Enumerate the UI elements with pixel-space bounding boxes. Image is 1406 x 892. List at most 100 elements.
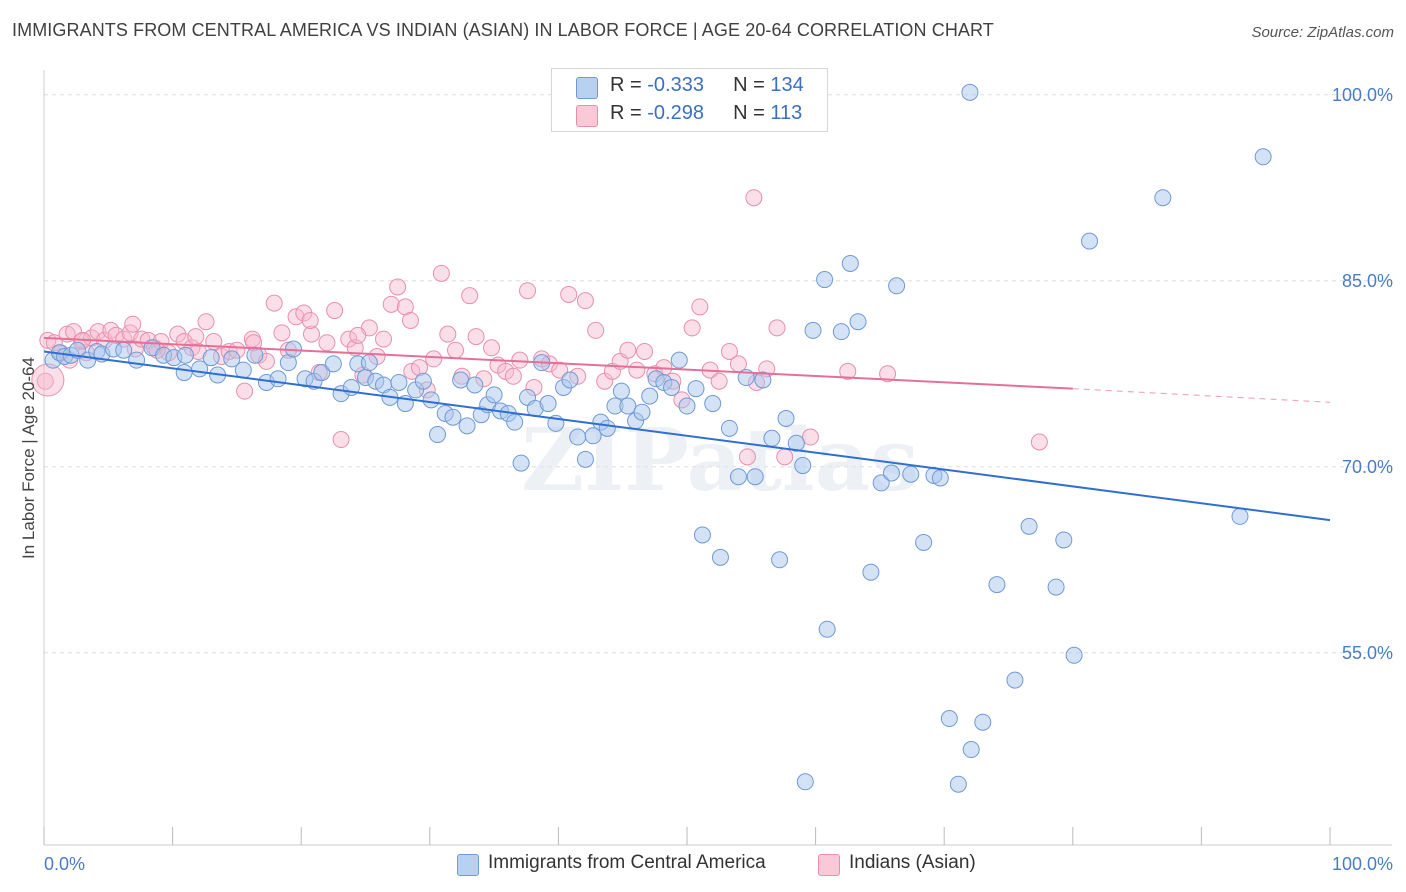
data-point-central-america [796,773,814,791]
data-point-central-america [882,464,900,482]
data-point-indians [768,319,786,337]
data-point-central-america [633,403,651,421]
data-point-indians [839,362,857,380]
data-point-indians [124,315,142,333]
data-point-central-america [569,428,587,446]
data-point-central-america [961,83,979,101]
data-point-central-america [313,364,331,382]
data-point-indians [720,342,738,360]
data-point-central-america [915,533,933,551]
data-point-indians [1030,433,1048,451]
data-point-central-america [711,548,729,566]
legend-swatch-pink [576,105,598,127]
data-point-central-america [234,361,252,379]
data-point-central-america [429,426,447,444]
data-point-indians [332,431,350,449]
axes [43,70,1392,846]
data-point-indians [461,287,479,305]
data-point-indians [197,313,215,331]
data-point-central-america [962,741,980,759]
data-point-indians [439,325,457,343]
data-point-central-america [704,395,722,413]
data-point-central-america [1154,189,1172,207]
data-point-indians [102,321,120,339]
data-point-central-america [1047,578,1065,596]
data-point-indians [36,372,54,390]
source-label: Source: ZipAtlas.com [1251,24,1394,41]
data-point-indians [425,350,443,368]
data-point-central-america [902,465,920,483]
data-point-central-america [746,468,764,486]
data-point-central-america [576,450,594,468]
data-point-central-america [598,419,616,437]
data-point-central-america [678,397,696,415]
data-point-central-america [390,373,408,391]
data-point-central-america [619,397,637,415]
data-point-indians [236,382,254,400]
data-point-central-america [720,419,738,437]
data-point-indians [187,328,205,346]
legend-n-value: 113 [770,102,803,124]
data-point-indians [273,324,291,342]
series-legend: Immigrants from Central America Indians … [0,852,1406,878]
legend-swatch-blue [457,854,479,876]
data-point-central-america [888,277,906,295]
data-point-indians [389,278,407,296]
legend-r-label: R = [610,74,648,96]
trend-line-indians-extension [1072,388,1331,403]
data-point-central-america [763,429,781,447]
data-point-central-america [1055,531,1073,549]
x-tick-label: 100.0% [1332,854,1393,874]
data-point-central-america [771,551,789,569]
y-tick-label: 100.0% [1332,85,1393,105]
data-point-central-america [324,355,342,373]
chart-title: IMMIGRANTS FROM CENTRAL AMERICA VS INDIA… [12,20,994,40]
data-point-central-america [931,469,949,487]
data-point-indians [467,328,485,346]
data-point-central-america [561,371,579,389]
data-point-indians [683,319,701,337]
data-point-central-america [729,468,747,486]
data-point-indians [318,334,336,352]
data-point-central-america [849,313,867,331]
data-point-central-america [862,563,880,581]
data-point-central-america [485,386,503,404]
data-point-indians [710,372,728,390]
data-point-indians [519,282,537,300]
data-point-central-america [269,370,287,388]
data-point-indians [587,321,605,339]
data-point-central-america [422,391,440,409]
x-tick-labels: 0.0% 100.0% [44,854,1393,874]
data-point-central-america [128,351,146,369]
y-tick-labels: 55.0% 70.0% 85.0% 100.0% [1332,85,1393,663]
data-point-central-america [414,372,432,390]
data-point-central-america [670,351,688,369]
y-tick-label: 85.0% [1342,271,1393,291]
y-axis-label: In Labor Force | Age 20-64 [19,357,38,559]
data-point-indians [265,294,283,312]
data-point-indians [301,311,319,329]
trend-line-central-america [43,350,1331,522]
legend-n-value: 134 [770,74,804,96]
data-point-indians [432,264,450,282]
data-point-central-america [612,382,630,400]
data-point-central-america [512,454,530,472]
data-point-indians [287,308,305,326]
data-point-indians [628,361,646,379]
data-point-central-america [841,254,859,272]
data-point-central-america [832,323,850,341]
legend-r-value: -0.298 [647,102,704,124]
y-tick-label: 55.0% [1342,643,1393,663]
data-point-indians [346,339,364,357]
data-point-indians [619,341,637,359]
data-point-central-america [693,526,711,544]
data-point-central-america [444,408,462,426]
data-point-central-america [816,271,834,289]
data-point-indians [691,298,709,316]
data-point-central-america [452,371,470,389]
data-point-indians [504,367,522,385]
data-point-central-america [787,434,805,452]
data-point-central-america [1081,232,1099,250]
data-point-central-america [663,378,681,396]
data-point-central-america [223,350,241,368]
